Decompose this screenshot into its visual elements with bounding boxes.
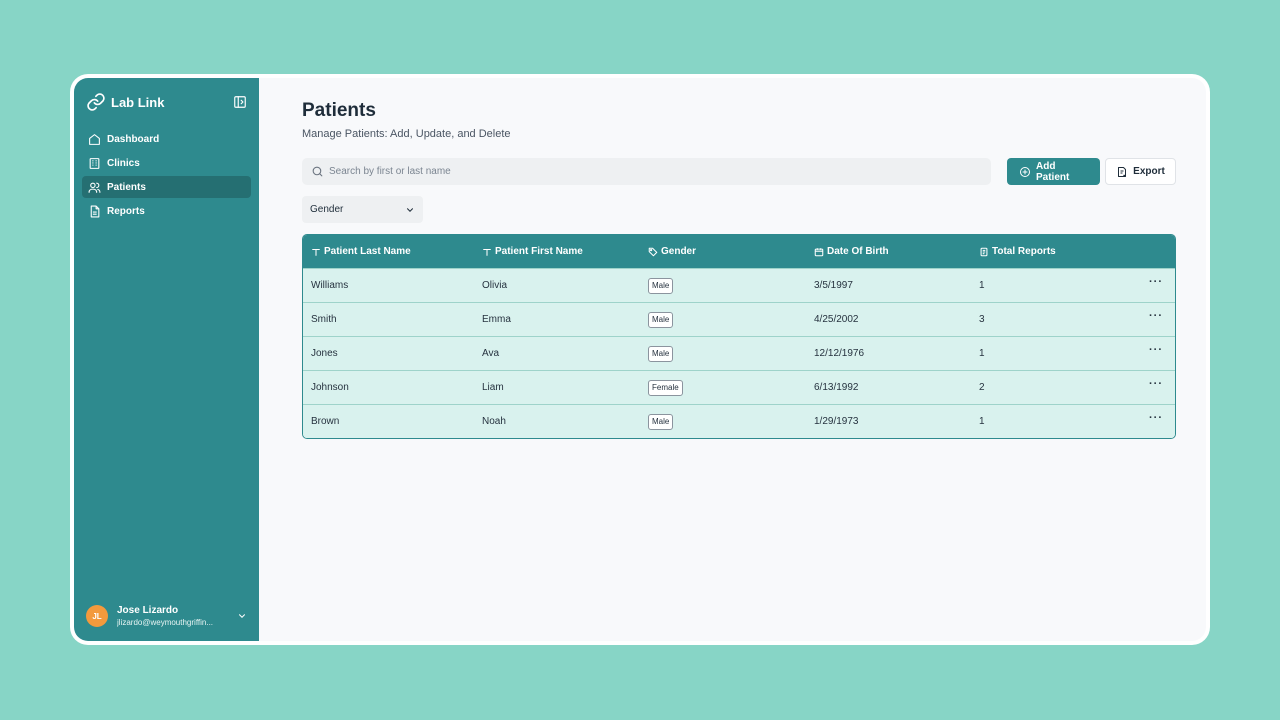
gender-badge: Male [648, 311, 674, 328]
home-icon [88, 133, 101, 146]
column-header-first-name[interactable]: Patient First Name [474, 246, 640, 257]
export-button[interactable]: Export [1105, 158, 1176, 185]
sidebar: Lab Link Dashboard Clinics [74, 78, 259, 641]
search-icon [311, 165, 324, 178]
more-actions-icon[interactable]: ··· [1149, 412, 1163, 424]
chevron-down-icon[interactable] [237, 611, 247, 621]
sidebar-item-label: Dashboard [107, 133, 160, 145]
column-header-dob[interactable]: Date Of Birth [806, 246, 971, 257]
more-actions-icon[interactable]: ··· [1149, 276, 1163, 288]
table-header: Patient Last Name Patient First Name Gen… [303, 235, 1175, 268]
tag-icon [648, 247, 658, 257]
cell-total-reports: 3 [979, 314, 985, 325]
chevron-down-icon [405, 205, 415, 215]
page-title: Patients [302, 100, 376, 121]
column-header-gender[interactable]: Gender [640, 246, 806, 257]
gender-badge: Male [648, 277, 674, 294]
text-type-icon [311, 247, 321, 257]
cell-dob: 1/29/1973 [814, 416, 859, 427]
cell-total-reports: 2 [979, 382, 985, 393]
cell-first-name: Emma [482, 314, 511, 325]
cell-total-reports: 1 [979, 348, 985, 359]
gender-badge: Female [648, 379, 683, 396]
user-name: Jose Lizardo [117, 605, 179, 616]
cell-dob: 4/25/2002 [814, 314, 859, 325]
calendar-icon [814, 247, 824, 257]
cell-dob: 3/5/1997 [814, 280, 853, 291]
toolbar: Add Patient Export [302, 158, 1176, 185]
brand: Lab Link [82, 90, 251, 114]
column-header-total-reports[interactable]: Total Reports [971, 246, 1131, 257]
link-icon [86, 92, 106, 112]
user-menu[interactable]: JL Jose Lizardo jlizardo@weymouthgriffin… [82, 605, 251, 627]
users-icon [88, 181, 101, 194]
cell-last-name: Brown [311, 416, 340, 427]
sidebar-item-label: Patients [107, 181, 146, 193]
page-subtitle: Manage Patients: Add, Update, and Delete [302, 128, 511, 140]
gender-filter-select[interactable]: Gender [302, 196, 423, 223]
cell-last-name: Johnson [311, 382, 349, 393]
file-icon [88, 205, 101, 218]
cell-first-name: Olivia [482, 280, 508, 291]
cell-last-name: Williams [311, 280, 349, 291]
cell-last-name: Smith [311, 314, 337, 325]
search-input[interactable] [329, 166, 982, 177]
text-type-icon [482, 247, 492, 257]
table-row[interactable]: Jones Ava Male 12/12/1976 1 ··· [303, 336, 1175, 370]
avatar: JL [86, 605, 108, 627]
add-patient-label: Add Patient [1036, 160, 1070, 183]
sidebar-item-label: Clinics [107, 157, 140, 169]
document-icon [979, 247, 989, 257]
cell-dob: 12/12/1976 [814, 348, 865, 359]
gender-filter-label: Gender [310, 204, 344, 215]
table-row[interactable]: Brown Noah Male 1/29/1973 1 ··· [303, 404, 1175, 438]
cell-first-name: Liam [482, 382, 504, 393]
export-label: Export [1133, 166, 1165, 177]
more-actions-icon[interactable]: ··· [1149, 344, 1163, 356]
sidebar-collapse-icon[interactable] [233, 95, 247, 109]
cell-last-name: Jones [311, 348, 338, 359]
table-row[interactable]: Williams Olivia Male 3/5/1997 1 ··· [303, 268, 1175, 302]
column-header-last-name[interactable]: Patient Last Name [303, 246, 474, 257]
export-icon [1116, 166, 1128, 178]
app-layout: Lab Link Dashboard Clinics [74, 78, 1206, 641]
sidebar-item-clinics[interactable]: Clinics [82, 152, 251, 174]
search-box [302, 158, 991, 185]
main-content: Patients Manage Patients: Add, Update, a… [259, 78, 1206, 641]
patients-table: Patient Last Name Patient First Name Gen… [302, 234, 1176, 439]
cell-first-name: Ava [482, 348, 500, 359]
sidebar-item-patients[interactable]: Patients [82, 176, 251, 198]
user-info: Jose Lizardo jlizardo@weymouthgriffin... [117, 605, 237, 627]
sidebar-nav: Dashboard Clinics Patients [82, 128, 251, 222]
gender-badge: Male [648, 413, 674, 430]
cell-first-name: Noah [482, 416, 506, 427]
building-icon [88, 157, 101, 170]
user-email: jlizardo@weymouthgriffin... [117, 618, 214, 627]
cell-total-reports: 1 [979, 416, 985, 427]
sidebar-item-label: Reports [107, 205, 145, 217]
sidebar-item-reports[interactable]: Reports [82, 200, 251, 222]
plus-circle-icon [1019, 166, 1031, 178]
more-actions-icon[interactable]: ··· [1149, 378, 1163, 390]
app-window: Lab Link Dashboard Clinics [70, 74, 1210, 645]
add-patient-button[interactable]: Add Patient [1007, 158, 1100, 185]
table-row[interactable]: Johnson Liam Female 6/13/1992 2 ··· [303, 370, 1175, 404]
more-actions-icon[interactable]: ··· [1149, 310, 1163, 322]
gender-badge: Male [648, 345, 674, 362]
sidebar-item-dashboard[interactable]: Dashboard [82, 128, 251, 150]
filter-row: Gender [302, 196, 1176, 223]
cell-total-reports: 1 [979, 280, 985, 291]
app-name: Lab Link [111, 94, 165, 110]
cell-dob: 6/13/1992 [814, 382, 859, 393]
table-row[interactable]: Smith Emma Male 4/25/2002 3 ··· [303, 302, 1175, 336]
